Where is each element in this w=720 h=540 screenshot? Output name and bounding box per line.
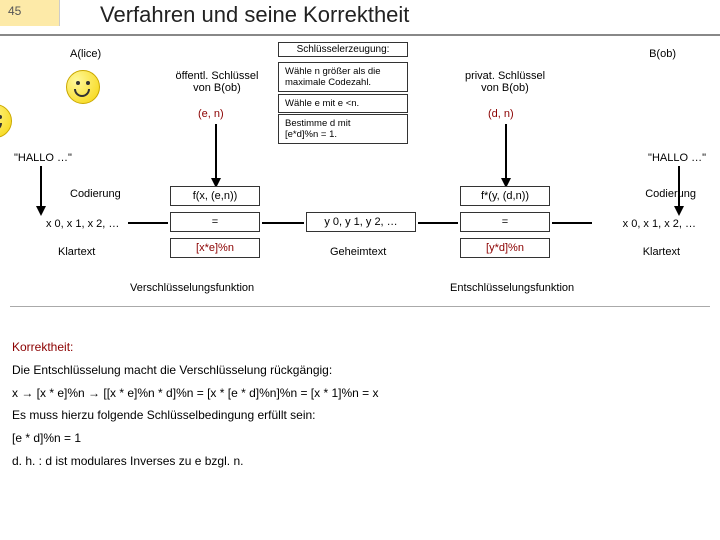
keygen-header: Schlüsselerzeugung: bbox=[278, 42, 408, 57]
public-key-pair: (e, n) bbox=[198, 108, 224, 120]
h-arrow bbox=[418, 222, 458, 224]
enc-func-label: Verschlüsselungsfunktion bbox=[130, 282, 254, 294]
arrow-line bbox=[678, 166, 680, 208]
h-arrow bbox=[552, 222, 592, 224]
private-key-pair: (d, n) bbox=[488, 108, 514, 120]
divider bbox=[10, 306, 710, 307]
proof-line3: Es muss hierzu folgende Schlüsselbedingu… bbox=[12, 404, 708, 427]
arrow-line bbox=[215, 124, 217, 180]
diagram-area: A(lice) B(ob) Schlüsselerzeugung: Wähle … bbox=[10, 42, 710, 332]
slide-title: Verfahren und seine Korrektheit bbox=[60, 0, 409, 34]
coding-right: Codierung bbox=[645, 188, 696, 200]
hallo-left: "HALLO …" bbox=[14, 152, 72, 164]
dec-func-label: Entschlüsselungsfunktion bbox=[450, 282, 574, 294]
keygen-step3-l2: [e*d]%n = 1. bbox=[285, 129, 337, 140]
proof-section: Korrektheit: Die Entschlüsselung macht d… bbox=[12, 336, 708, 473]
smiley-icon bbox=[66, 70, 100, 104]
enc-expr: [x*e]%n bbox=[170, 238, 260, 258]
proof-line4: [e * d]%n = 1 bbox=[12, 427, 708, 450]
arrow-down-icon bbox=[674, 206, 684, 216]
privkey-l2: von B(ob) bbox=[481, 82, 529, 94]
hallo-right: "HALLO …" bbox=[648, 152, 706, 164]
plain-seq-right: x 0, x 1, x 2, … bbox=[623, 218, 696, 230]
plain-seq-left: x 0, x 1, x 2, … bbox=[46, 218, 119, 230]
dec-func: f*(y, (d,n)) bbox=[460, 186, 550, 206]
h-arrow bbox=[128, 222, 168, 224]
proof-line2: x → [x * e]%n → [[x * e]%n * d]%n = [x *… bbox=[12, 382, 708, 405]
arrow-down-icon bbox=[36, 206, 46, 216]
keygen-step1: Wähle n größer als die maximale Codezahl… bbox=[278, 62, 408, 92]
smiley-icon bbox=[0, 104, 12, 138]
h-arrow bbox=[262, 222, 304, 224]
pubkey-l1: öffentl. Schlüssel bbox=[176, 70, 259, 82]
geheimtext-label: Geheimtext bbox=[330, 246, 386, 258]
klartext-left: Klartext bbox=[58, 246, 95, 258]
slide-header: 45 Verfahren und seine Korrektheit bbox=[0, 0, 720, 36]
enc-eq: = bbox=[170, 212, 260, 232]
pubkey-l2: von B(ob) bbox=[193, 82, 241, 94]
privkey-l1: privat. Schlüssel bbox=[465, 70, 545, 82]
dec-eq: = bbox=[460, 212, 550, 232]
keygen-step3-l1: Bestimme d mit bbox=[285, 118, 350, 129]
proof-line1: Die Entschlüsselung macht die Verschlüss… bbox=[12, 359, 708, 382]
proof-header: Korrektheit: bbox=[12, 336, 708, 359]
arrow-line bbox=[505, 124, 507, 180]
proof-line5: d. h. : d ist modulares Inverses zu e bz… bbox=[12, 450, 708, 473]
slide-number: 45 bbox=[0, 0, 60, 26]
klartext-right: Klartext bbox=[643, 246, 680, 258]
cipher-seq: y 0, y 1, y 2, … bbox=[306, 212, 416, 232]
private-key-label: privat. Schlüssel von B(ob) bbox=[450, 70, 560, 94]
bob-label: B(ob) bbox=[649, 48, 676, 60]
alice-label: A(lice) bbox=[70, 48, 101, 60]
public-key-label: öffentl. Schlüssel von B(ob) bbox=[162, 70, 272, 94]
coding-left: Codierung bbox=[70, 188, 121, 200]
dec-expr: [y*d]%n bbox=[460, 238, 550, 258]
keygen-step2: Wähle e mit e <n. bbox=[278, 94, 408, 113]
arrow-line bbox=[40, 166, 42, 208]
enc-func: f(x, (e,n)) bbox=[170, 186, 260, 206]
keygen-step3: Bestimme d mit [e*d]%n = 1. bbox=[278, 114, 408, 144]
